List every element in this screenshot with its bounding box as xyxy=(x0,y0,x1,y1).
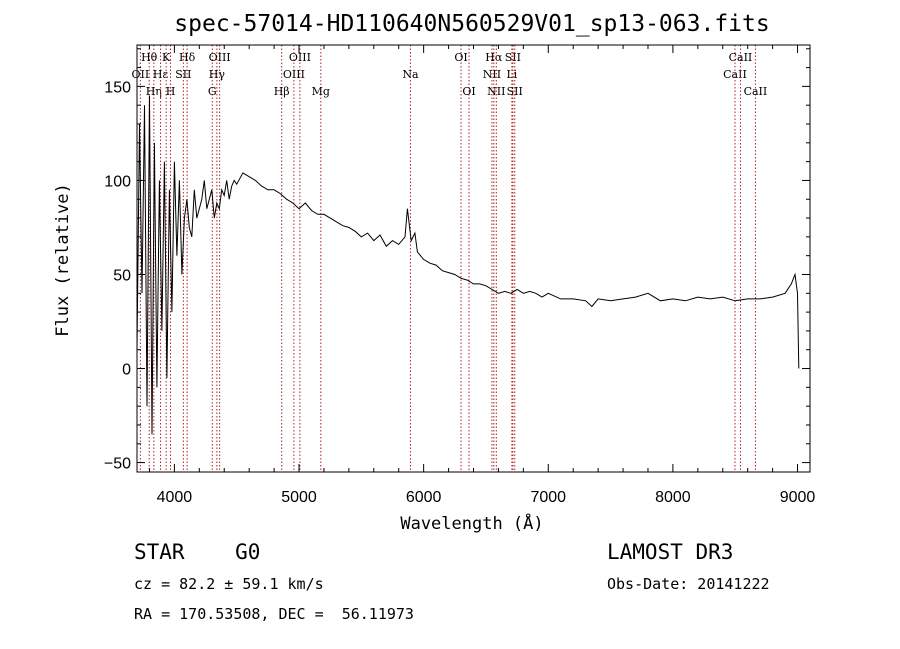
x-tick-label-4: 8000 xyxy=(655,489,691,506)
line-marker-label-12: OIII xyxy=(283,68,305,81)
emission-line-markers: OII Hθ Hη Hε K H SII Hδ G Hγ OIII Hβ OIII OIII Mg Na OI O… xyxy=(132,45,768,472)
plot-frame xyxy=(136,44,811,473)
line-marker-label-17: OI xyxy=(462,85,475,98)
redshift-velocity: cz = 82.2 ± 59.1 km/s xyxy=(134,575,324,593)
plot-area xyxy=(136,95,800,435)
line-marker-label-24: CaII xyxy=(723,68,747,81)
line-marker-label-26: CaII xyxy=(744,85,768,98)
line-marker-label-14: Mg xyxy=(312,85,330,98)
line-marker-label-1: Hθ xyxy=(141,51,158,64)
line-marker-label-25: CaII xyxy=(729,51,753,64)
line-marker-label-9: Hγ xyxy=(209,68,226,81)
y-axis-label: Flux (relative) xyxy=(53,183,73,337)
line-marker-label-10: OIII xyxy=(209,51,231,64)
line-marker-label-21: Li xyxy=(506,68,517,81)
line-marker-label-22: SII xyxy=(505,51,521,64)
line-marker-label-16: OI xyxy=(454,51,467,64)
x-axis-label: Wavelength (Å) xyxy=(400,512,543,534)
line-marker-label-23: SII xyxy=(507,85,523,98)
line-marker-label-5: H xyxy=(166,85,176,98)
line-marker-label-6: SII xyxy=(175,68,191,81)
x-tick-label-5: 9000 xyxy=(780,489,816,506)
flux-series-line xyxy=(136,95,800,435)
line-marker-label-19: Hα xyxy=(485,51,503,64)
y-axis: −50 0 50 100 150 xyxy=(104,48,810,473)
y-tick-label-0: −50 xyxy=(104,456,131,473)
x-tick-label-0: 4000 xyxy=(157,489,193,506)
line-marker-label-4: K xyxy=(162,51,171,64)
y-tick-label-1: 0 xyxy=(122,362,131,379)
line-marker-label-18: NII xyxy=(483,68,501,81)
line-marker-label-7: Hδ xyxy=(179,51,196,64)
line-marker-label-8: G xyxy=(208,85,217,98)
survey-name: LAMOST DR3 xyxy=(607,540,734,564)
x-tick-label-3: 7000 xyxy=(530,489,566,506)
object-class: STAR G0 xyxy=(134,540,261,564)
line-marker-label-13: OIII xyxy=(289,51,311,64)
x-tick-label-1: 5000 xyxy=(281,489,317,506)
line-marker-label-20: NII xyxy=(487,85,505,98)
line-marker-label-15: Na xyxy=(402,68,419,81)
y-tick-label-3: 100 xyxy=(104,173,131,190)
line-marker-label-0: OII xyxy=(132,68,150,81)
line-marker-label-11: Hβ xyxy=(274,85,290,98)
line-marker-label-2: Hη xyxy=(146,85,162,98)
chart-title: spec-57014-HD110640N560529V01_sp13-063.f… xyxy=(174,11,769,37)
coordinates: RA = 170.53508, DEC = 56.11973 xyxy=(134,605,414,623)
y-tick-label-2: 50 xyxy=(113,267,131,284)
x-tick-label-2: 6000 xyxy=(406,489,442,506)
y-tick-label-4: 150 xyxy=(104,79,131,96)
x-axis: 4000 5000 6000 7000 8000 9000 xyxy=(148,45,816,506)
line-marker-label-3: Hε xyxy=(153,68,169,81)
observation-date: Obs-Date: 20141222 xyxy=(607,575,770,593)
